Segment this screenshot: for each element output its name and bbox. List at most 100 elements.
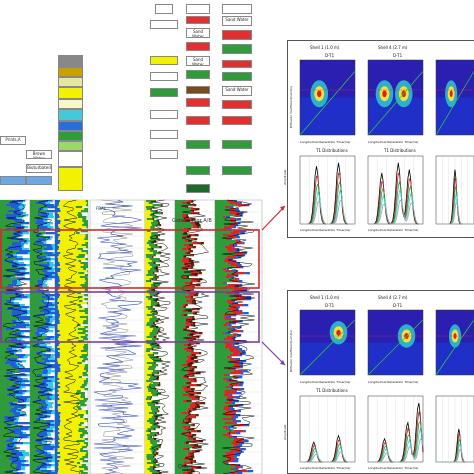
- lith-band: [39, 310, 52, 313]
- fluid-band: [145, 358, 153, 361]
- lith-band: [55, 336, 59, 339]
- fluid-band: [223, 338, 233, 341]
- fluid-band: [145, 346, 152, 349]
- fluid-band: [215, 472, 230, 474]
- lith-band: [9, 430, 22, 433]
- fluid-band: [175, 278, 192, 281]
- fluid-band: [215, 366, 234, 369]
- fluid-band: [149, 334, 157, 337]
- lith-band: [0, 248, 9, 251]
- fluid-band: [233, 440, 245, 443]
- lith-band: [47, 316, 53, 319]
- lith-band: [0, 224, 13, 227]
- fluid-band: [153, 438, 157, 441]
- fluid-band: [215, 252, 234, 255]
- fluid-band: [175, 428, 185, 431]
- fluid-band: [149, 422, 157, 425]
- fluid-band: [145, 442, 151, 445]
- fluid-band: [145, 216, 152, 219]
- lith-band: [85, 454, 88, 457]
- lith-band: [30, 376, 44, 379]
- fluid-band: [191, 204, 195, 207]
- lith-band: [80, 396, 86, 399]
- lith-band: [40, 340, 44, 343]
- lith-band: [55, 310, 60, 313]
- fluid-band: [155, 416, 158, 419]
- lith-band: [42, 372, 48, 375]
- lith-band: [0, 324, 16, 327]
- fluid-band: [223, 374, 228, 377]
- fluid-band: [145, 238, 151, 241]
- lith-band: [79, 450, 88, 453]
- lith-band: [15, 296, 28, 299]
- fluid-band: [222, 282, 226, 285]
- fluid-band: [155, 418, 158, 421]
- lith-band: [45, 456, 53, 459]
- fluid-band: [189, 392, 197, 395]
- fluid-band: [192, 434, 197, 437]
- fluid-band: [154, 454, 157, 457]
- lith-band: [43, 446, 55, 449]
- fluid-band: [225, 322, 232, 325]
- fluid-band: [224, 286, 235, 289]
- p1-t1-xlabel-2: Longitudinal Relaxation Time(ms): [368, 228, 419, 232]
- lith-band: [58, 282, 85, 285]
- lith-band: [26, 460, 29, 463]
- fluid-band: [181, 310, 188, 313]
- fluid-band: [234, 244, 238, 247]
- p2-t1c-series: [436, 448, 474, 463]
- fluid-band: [175, 398, 192, 401]
- fluid-band: [226, 300, 234, 303]
- lith-band: [55, 260, 59, 263]
- fluid-band: [224, 346, 235, 349]
- fluid-band: [215, 390, 225, 393]
- lith-band: [5, 444, 15, 447]
- header-green-5: [222, 140, 252, 149]
- fluid-band: [159, 444, 162, 447]
- lith-band: [20, 412, 26, 415]
- lith-band: [55, 416, 61, 419]
- lith-band: [35, 450, 44, 453]
- lith-band: [55, 462, 59, 465]
- fluid-band: [241, 290, 247, 293]
- lith-band: [0, 326, 12, 329]
- fluid-band: [175, 418, 185, 421]
- lith-band: [30, 372, 43, 375]
- lith-band: [0, 446, 7, 449]
- fluid-band: [198, 272, 202, 275]
- lith-band: [40, 394, 53, 397]
- lith-band: [55, 280, 60, 283]
- fluid-band: [215, 290, 232, 293]
- lith-band: [78, 376, 82, 379]
- lith-band: [45, 400, 49, 403]
- fluid-band: [175, 388, 184, 391]
- lith-band: [44, 304, 55, 307]
- lith-band: [44, 360, 55, 363]
- fluid-band: [229, 408, 235, 411]
- fluid-band: [148, 404, 155, 407]
- fluid-band: [175, 230, 183, 233]
- fluid-band: [145, 380, 147, 383]
- lith-band: [7, 256, 17, 259]
- fluid-band: [145, 298, 148, 301]
- fluid-band: [175, 256, 183, 259]
- fluid-band: [154, 388, 157, 391]
- lith-band: [57, 360, 82, 363]
- fluid-band: [145, 342, 147, 345]
- lith-band: [55, 208, 60, 211]
- lith-band: [0, 316, 17, 319]
- fluid-band: [193, 298, 195, 301]
- fluid-band: [191, 428, 195, 431]
- lith-band: [82, 322, 88, 325]
- fluid-band: [186, 378, 194, 381]
- fluid-band: [149, 296, 153, 299]
- fluid-band: [145, 398, 150, 401]
- lith-band: [18, 240, 28, 243]
- lith-band: [44, 252, 53, 255]
- lith-band: [5, 348, 13, 351]
- lith-band: [7, 358, 18, 361]
- lith-band: [55, 338, 58, 341]
- lith-band: [45, 232, 55, 235]
- lith-band: [84, 282, 88, 285]
- lith-band: [80, 210, 88, 213]
